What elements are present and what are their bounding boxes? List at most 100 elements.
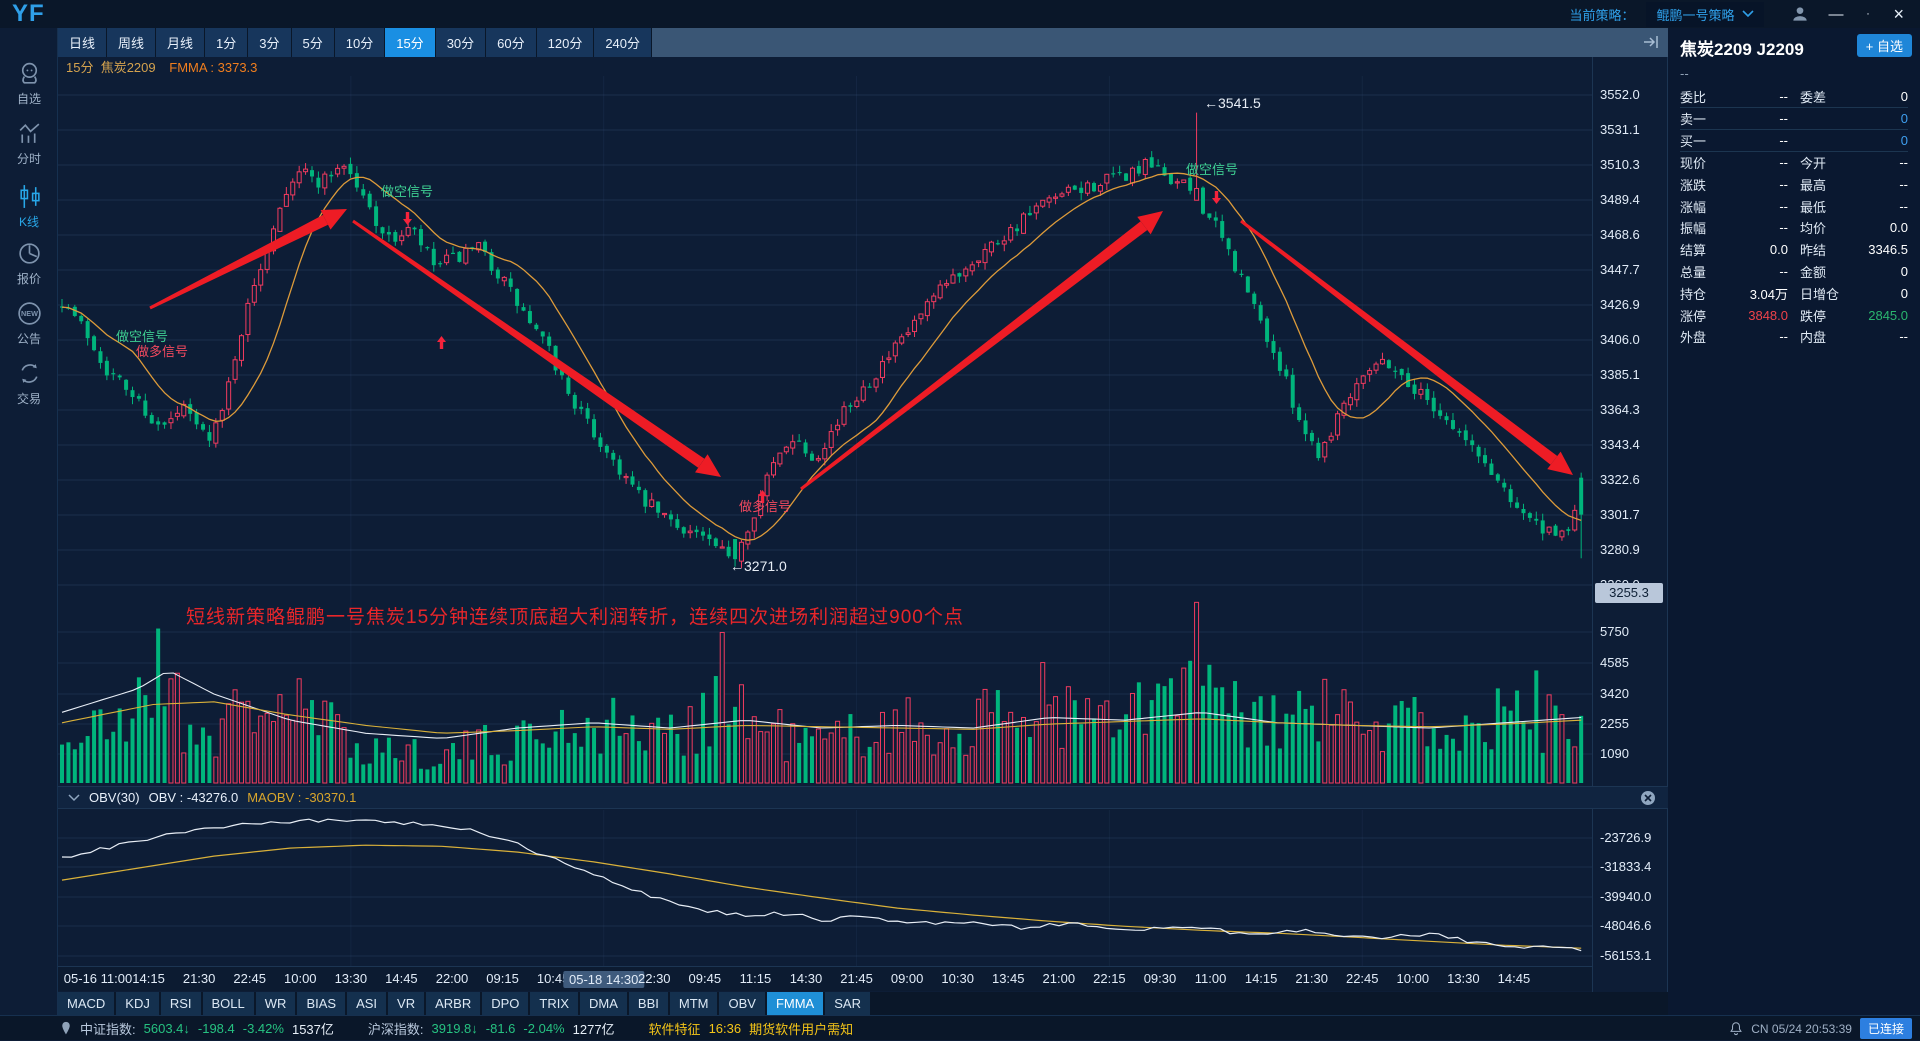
time-axis-label: 14:30 [789,971,823,986]
collapse-panel-icon[interactable] [1642,34,1660,50]
last-price-tag: 3255.3 [1595,583,1663,603]
index1-pct: -3.42% [242,1021,284,1036]
indicator-tab-MACD[interactable]: MACD [58,992,115,1015]
obv-tick: -48046.6 [1600,918,1652,933]
indicator-tab-BIAS[interactable]: BIAS [297,992,346,1015]
notice-text[interactable]: 期货软件用户需知 [749,1022,854,1037]
kline-icon [19,185,40,208]
sidebar-item-交易[interactable]: 交易 [0,360,58,407]
time-axis-label: 21:30 [1295,971,1328,986]
strategy-value: 鲲鹏一号策略 [1656,7,1735,23]
quote-empty-value: -- [1680,66,1689,81]
timeframe-tab-5分[interactable]: 5分 [291,28,334,57]
sidebar-item-自选[interactable]: 自选 [0,60,58,107]
index1-label: 中证指数: [80,1022,136,1037]
sidebar-item-公告[interactable]: NEW 公告 [0,300,58,347]
indicator-tab-BOLL[interactable]: BOLL [202,992,254,1015]
indicator-tab-RSI[interactable]: RSI [160,992,201,1015]
indicator-tab-TRIX[interactable]: TRIX [530,992,579,1015]
user-icon[interactable] [1790,4,1810,24]
indicator-tab-OBV[interactable]: OBV [719,992,765,1015]
indicator-tab-ARBR[interactable]: ARBR [426,992,481,1015]
price-tick: 3510.3 [1600,157,1640,172]
add-watchlist-button[interactable]: + 自选 [1856,34,1912,57]
price-tick: 3426.9 [1600,297,1640,312]
chart-header: 15分 焦炭2209 FMMA : 3373.3 [66,57,866,76]
status-clock: CN 05/24 20:53:39 [1751,1021,1852,1036]
announcement-icon: NEW [17,302,41,325]
quote-row-卖一: 卖一 -- 0 [1680,108,1908,130]
timeframe-tab-15分[interactable]: 15分 [385,28,435,57]
notice-feature[interactable]: 软件特征 [648,1022,701,1037]
indicator-tab-KDJ[interactable]: KDJ [116,992,159,1015]
price-tick: 3301.7 [1600,507,1640,522]
price-marker: ←3271.0 [730,558,787,574]
indicator-tab-MTM[interactable]: MTM [669,992,718,1015]
close-indicator-icon[interactable] [1640,790,1656,806]
contract-title: 焦炭2209 J2209 [1680,40,1804,59]
price-tick: 3343.4 [1600,437,1640,452]
chevron-down-icon[interactable] [68,793,80,802]
connect-status-button[interactable]: 已连接 [1859,1018,1912,1039]
signal-label: 做空信号 [381,184,433,199]
restore-button[interactable] [1861,7,1875,21]
index1-change: -198.4 [197,1021,235,1036]
obv-title: OBV(30) [89,790,140,805]
chart-period: 15分 [66,60,94,75]
user-icon [21,62,37,84]
timeframe-tab-日线[interactable]: 日线 [58,28,107,57]
current-strategy-label: 当前策略： [1569,7,1635,23]
chart-symbol: 焦炭2209 [100,60,156,75]
trade-icon [20,364,38,383]
timeframe-tab-月线[interactable]: 月线 [156,28,205,57]
time-axis-label: 05-18 14:30 [562,971,645,988]
obv-chart[interactable] [58,810,1592,966]
close-button[interactable]: × [1893,3,1904,24]
volume-chart[interactable] [58,600,1592,784]
sidebar-item-分时[interactable]: 分时 [0,120,58,167]
obv-indicator-header: OBV(30) OBV : -43276.0 MAOBV : -30370.1 [58,786,1668,809]
time-axis-label: 13:45 [991,971,1025,986]
time-axis-label: 22:45 [233,971,266,986]
time-axis-label: 10:00 [1396,971,1430,986]
timeframe-tab-1分[interactable]: 1分 [205,28,248,57]
timeframe-tab-3分[interactable]: 3分 [248,28,291,57]
indicator-tab-BBI[interactable]: BBI [628,992,668,1015]
volume-tick: 3420 [1600,686,1629,701]
obv-value: OBV : -43276.0 [148,790,239,805]
strategy-selector[interactable]: 鲲鹏一号策略 [1646,1,1765,27]
indicator-tab-DMA[interactable]: DMA [580,992,627,1015]
index2-pct: -2.04% [523,1021,565,1036]
signal-label: 做空信号 [1186,162,1238,177]
indicator-tab-ASI[interactable]: ASI [347,992,387,1015]
timeframe-tab-10分[interactable]: 10分 [334,28,385,57]
bell-icon[interactable] [1729,1021,1743,1036]
sidebar-item-报价[interactable]: 报价 [0,240,58,287]
indicator-tab-SAR[interactable]: SAR [825,992,870,1015]
volume-ma-yellow [61,701,1582,734]
indicator-tab-FMMA[interactable]: FMMA [766,992,824,1015]
strategy-annotation-text: 短线新策略鲲鹏一号焦炭15分钟连续顶底超大利润转折，连续四次进场利润超过900个… [186,607,964,628]
sidebar-item-K线[interactable]: K线 [0,183,58,230]
obv-line [61,818,1582,952]
price-tick: 3364.3 [1600,402,1640,417]
pin-icon[interactable] [60,1021,72,1036]
quote-row-总量: 总量 -- 金额 0 [1680,263,1908,280]
index2-turnover: 1277亿 [572,1022,615,1037]
indicator-tab-WR[interactable]: WR [255,992,296,1015]
timeframe-tab-周线[interactable]: 周线 [107,28,156,57]
indicator-tab-DPO[interactable]: DPO [482,992,529,1015]
timeframe-tab-30分[interactable]: 30分 [435,28,486,57]
minimize-button[interactable]: — [1828,5,1844,23]
signal-label: 做空信号 [116,329,168,344]
indicator-tab-VR[interactable]: VR [388,992,425,1015]
timeframe-tab-120分[interactable]: 120分 [536,28,594,57]
obv-tick: -31833.4 [1600,859,1652,874]
index2-price: 3919.8↓ [431,1021,478,1036]
timeframe-tab-60分[interactable]: 60分 [486,28,536,57]
quote-row-委比: 委比 -- 委差 0 [1680,86,1908,108]
status-bar: 中证指数: 5603.4↓ -198.4 -3.42% 1537亿 沪深指数: … [0,1015,1920,1040]
timeframe-tab-240分[interactable]: 240分 [594,28,652,57]
quote-row-现价: 现价 -- 今开 -- [1680,154,1908,171]
